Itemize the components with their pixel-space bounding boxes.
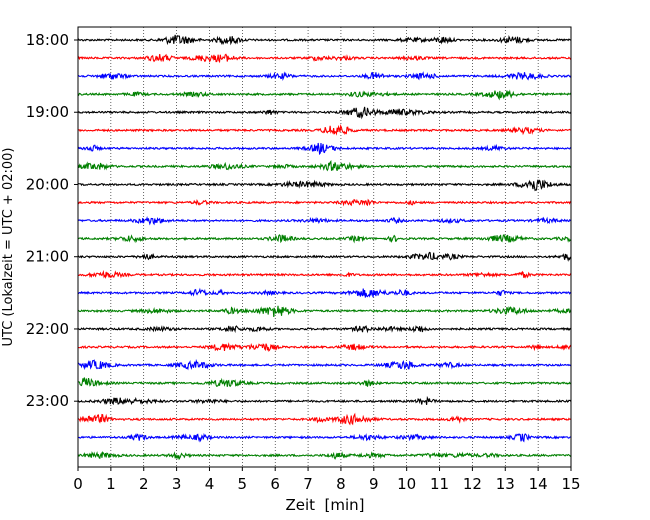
x-tick-label: 9 (369, 475, 379, 493)
x-tick-label: 12 (463, 475, 482, 493)
trace-line (77, 234, 572, 244)
x-tick-label: 6 (270, 475, 280, 493)
x-tick-label: 5 (238, 475, 248, 493)
trace-line (77, 215, 572, 226)
x-tick-label: 14 (529, 475, 548, 493)
x-tick-label: 11 (430, 475, 449, 493)
y-tick-label: 20:00 (26, 175, 69, 193)
trace-line (77, 71, 572, 81)
trace-line (77, 160, 572, 172)
x-axis-label: Zeit [min] (285, 496, 364, 514)
trace-line (77, 34, 572, 46)
trace-line (77, 251, 572, 262)
trace-line (77, 377, 572, 388)
trace-line (77, 53, 572, 64)
x-tick-label: 10 (397, 475, 416, 493)
y-tick-label: 18:00 (26, 31, 69, 49)
plot-frame (77, 26, 572, 468)
x-axis-ticks: 0 1 2 3 4 5 6 7 8 9 10 11 12 13 14 15 (73, 467, 581, 493)
trace-line (77, 106, 572, 120)
x-tick-label: 1 (106, 475, 116, 493)
x-tick-label: 2 (139, 475, 149, 493)
x-tick-label: 7 (303, 475, 313, 493)
y-tick-label: 22:00 (26, 320, 69, 338)
x-tick-label: 4 (205, 475, 215, 493)
trace-line (77, 358, 572, 371)
x-tick-label: 15 (561, 475, 580, 493)
traces (77, 34, 572, 461)
trace-line (77, 451, 572, 461)
trace-line (77, 305, 572, 318)
grid-lines (110, 27, 539, 467)
trace-line (77, 123, 572, 136)
trace-line (77, 269, 572, 279)
y-axis-ticks: 18:00 19:00 20:00 21:00 22:00 23:00 (26, 31, 78, 410)
trace-line (77, 412, 572, 426)
y-tick-label: 23:00 (26, 392, 69, 410)
trace-line (77, 89, 572, 101)
trace-line (77, 342, 572, 352)
trace-line (77, 395, 572, 406)
y-tick-label: 21:00 (26, 248, 69, 266)
y-tick-label: 19:00 (26, 103, 69, 121)
trace-line (78, 432, 572, 443)
x-tick-label: 3 (172, 475, 182, 493)
trace-line (77, 287, 572, 298)
trace-line (77, 142, 572, 156)
x-tick-label: 8 (336, 475, 346, 493)
trace-line (77, 198, 572, 207)
x-tick-label: 13 (496, 475, 515, 493)
y-axis-label: UTC (Lokalzeit = UTC + 02:00) (1, 148, 16, 347)
trace-line (77, 179, 572, 192)
x-tick-label: 0 (73, 475, 83, 493)
trace-line (77, 325, 572, 334)
